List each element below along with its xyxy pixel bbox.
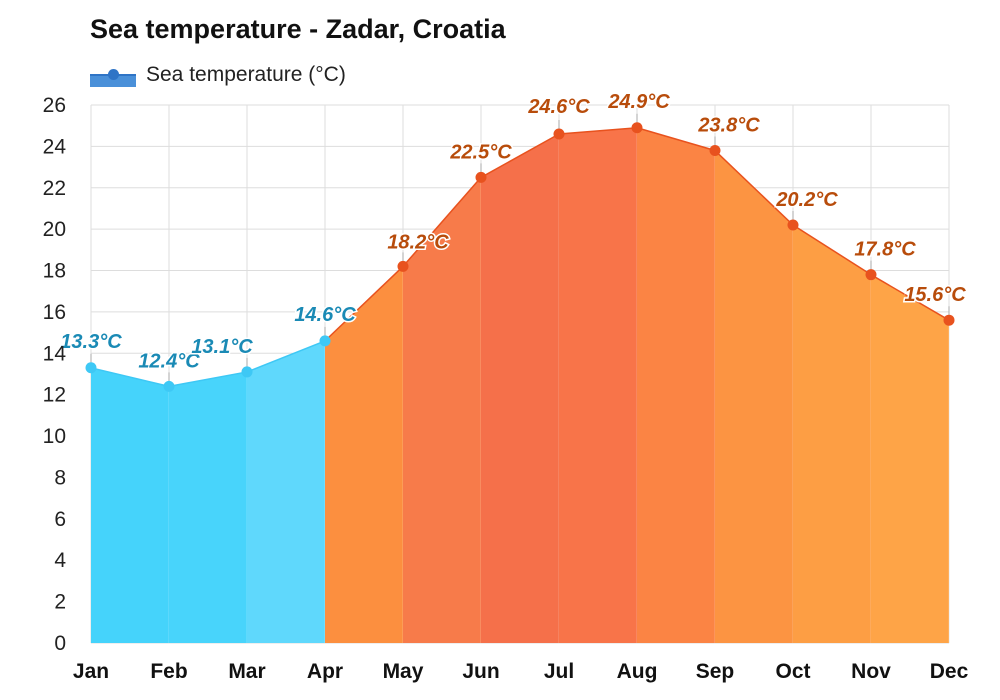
area-segment xyxy=(169,371,247,643)
data-label: 15.6°C xyxy=(904,284,966,306)
data-label: 12.4°C xyxy=(138,350,200,372)
data-point[interactable] xyxy=(319,335,331,347)
data-point[interactable] xyxy=(943,314,955,326)
data-label: 18.2°C xyxy=(387,231,449,253)
area-segment xyxy=(481,133,559,643)
data-label: 24.9°C xyxy=(607,91,670,113)
x-tick-label: Oct xyxy=(775,660,810,683)
x-tick-label: Dec xyxy=(930,660,969,683)
data-point[interactable] xyxy=(865,269,877,281)
x-tick-label: Sep xyxy=(696,660,735,683)
area-segment xyxy=(247,340,325,643)
series-line xyxy=(90,127,950,388)
series-line-segment xyxy=(792,224,872,276)
legend-label: Sea temperature (°C) xyxy=(146,63,346,86)
y-tick-label: 0 xyxy=(54,632,66,655)
y-tick-label: 22 xyxy=(43,177,66,200)
area-segment xyxy=(637,127,715,643)
x-tick-label: Jun xyxy=(462,660,499,683)
data-point[interactable] xyxy=(241,366,253,378)
series-line-segment xyxy=(870,274,950,321)
legend[interactable]: Sea temperature (°C) xyxy=(90,62,346,88)
area-segment xyxy=(715,150,793,643)
area-fills xyxy=(91,127,950,643)
x-tick-label: Apr xyxy=(307,660,343,683)
y-tick-label: 8 xyxy=(54,466,66,489)
data-label: 22.5°C xyxy=(449,141,512,163)
x-tick-label: Nov xyxy=(851,660,891,683)
x-tick-label: Jan xyxy=(73,660,109,683)
area-segment xyxy=(91,367,169,643)
data-point[interactable] xyxy=(553,128,565,140)
data-point[interactable] xyxy=(163,380,175,392)
area-segment xyxy=(559,127,637,643)
series-line-segment xyxy=(636,127,716,152)
data-label: 13.1°C xyxy=(191,336,253,358)
x-tick-label: May xyxy=(383,660,424,683)
y-tick-label: 4 xyxy=(54,549,66,572)
area-segment xyxy=(403,177,481,643)
area-segment xyxy=(871,274,949,643)
area-segment xyxy=(325,266,403,643)
x-tick-label: Feb xyxy=(150,660,187,683)
x-tick-label: Jul xyxy=(544,660,574,683)
data-points xyxy=(85,113,955,392)
data-label: 17.8°C xyxy=(854,239,916,261)
series-line-segment xyxy=(90,367,170,388)
data-label: 24.6°C xyxy=(527,96,590,118)
data-point[interactable] xyxy=(475,171,487,183)
series-line-segment xyxy=(402,176,482,267)
y-tick-label: 16 xyxy=(43,301,66,324)
x-tick-label: Mar xyxy=(228,660,265,683)
y-tick-label: 12 xyxy=(43,384,66,407)
data-label: 20.2°C xyxy=(775,189,838,211)
y-tick-label: 14 xyxy=(43,342,67,365)
y-tick-label: 24 xyxy=(43,135,67,158)
y-tick-label: 26 xyxy=(43,94,66,117)
y-tick-label: 20 xyxy=(43,218,66,241)
data-point[interactable] xyxy=(397,260,409,272)
data-point[interactable] xyxy=(631,122,643,134)
chart-title: Sea temperature - Zadar, Croatia xyxy=(90,14,506,44)
legend-swatch-icon xyxy=(90,63,136,87)
data-label: 14.6°C xyxy=(294,304,356,326)
x-axis: Jan Feb Mar Apr May Jun Jul Aug Sep Oct Nov Dec xyxy=(73,660,969,683)
x-tick-label: Aug xyxy=(617,660,658,683)
data-label: 23.8°C xyxy=(697,115,760,137)
y-tick-label: 2 xyxy=(54,591,66,614)
data-point[interactable] xyxy=(787,219,799,231)
series-line-segment xyxy=(168,371,248,388)
data-point[interactable] xyxy=(709,145,721,157)
y-tick-label: 6 xyxy=(54,508,66,531)
series-line-segment xyxy=(324,265,404,342)
data-labels: 13.3°C 12.4°C13.1°C 14.6°C 18.2°C 22.5°C 24.6… xyxy=(59,89,968,374)
series-line-segment xyxy=(246,340,326,373)
data-point[interactable] xyxy=(85,362,97,374)
series-line-segment xyxy=(714,149,794,226)
y-tick-label: 18 xyxy=(43,260,66,283)
data-label: 13.3°C xyxy=(60,331,122,353)
area-segment xyxy=(793,225,871,643)
series-line-segment xyxy=(558,127,638,135)
series-line-segment xyxy=(480,133,560,179)
y-tick-label: 10 xyxy=(43,425,66,448)
